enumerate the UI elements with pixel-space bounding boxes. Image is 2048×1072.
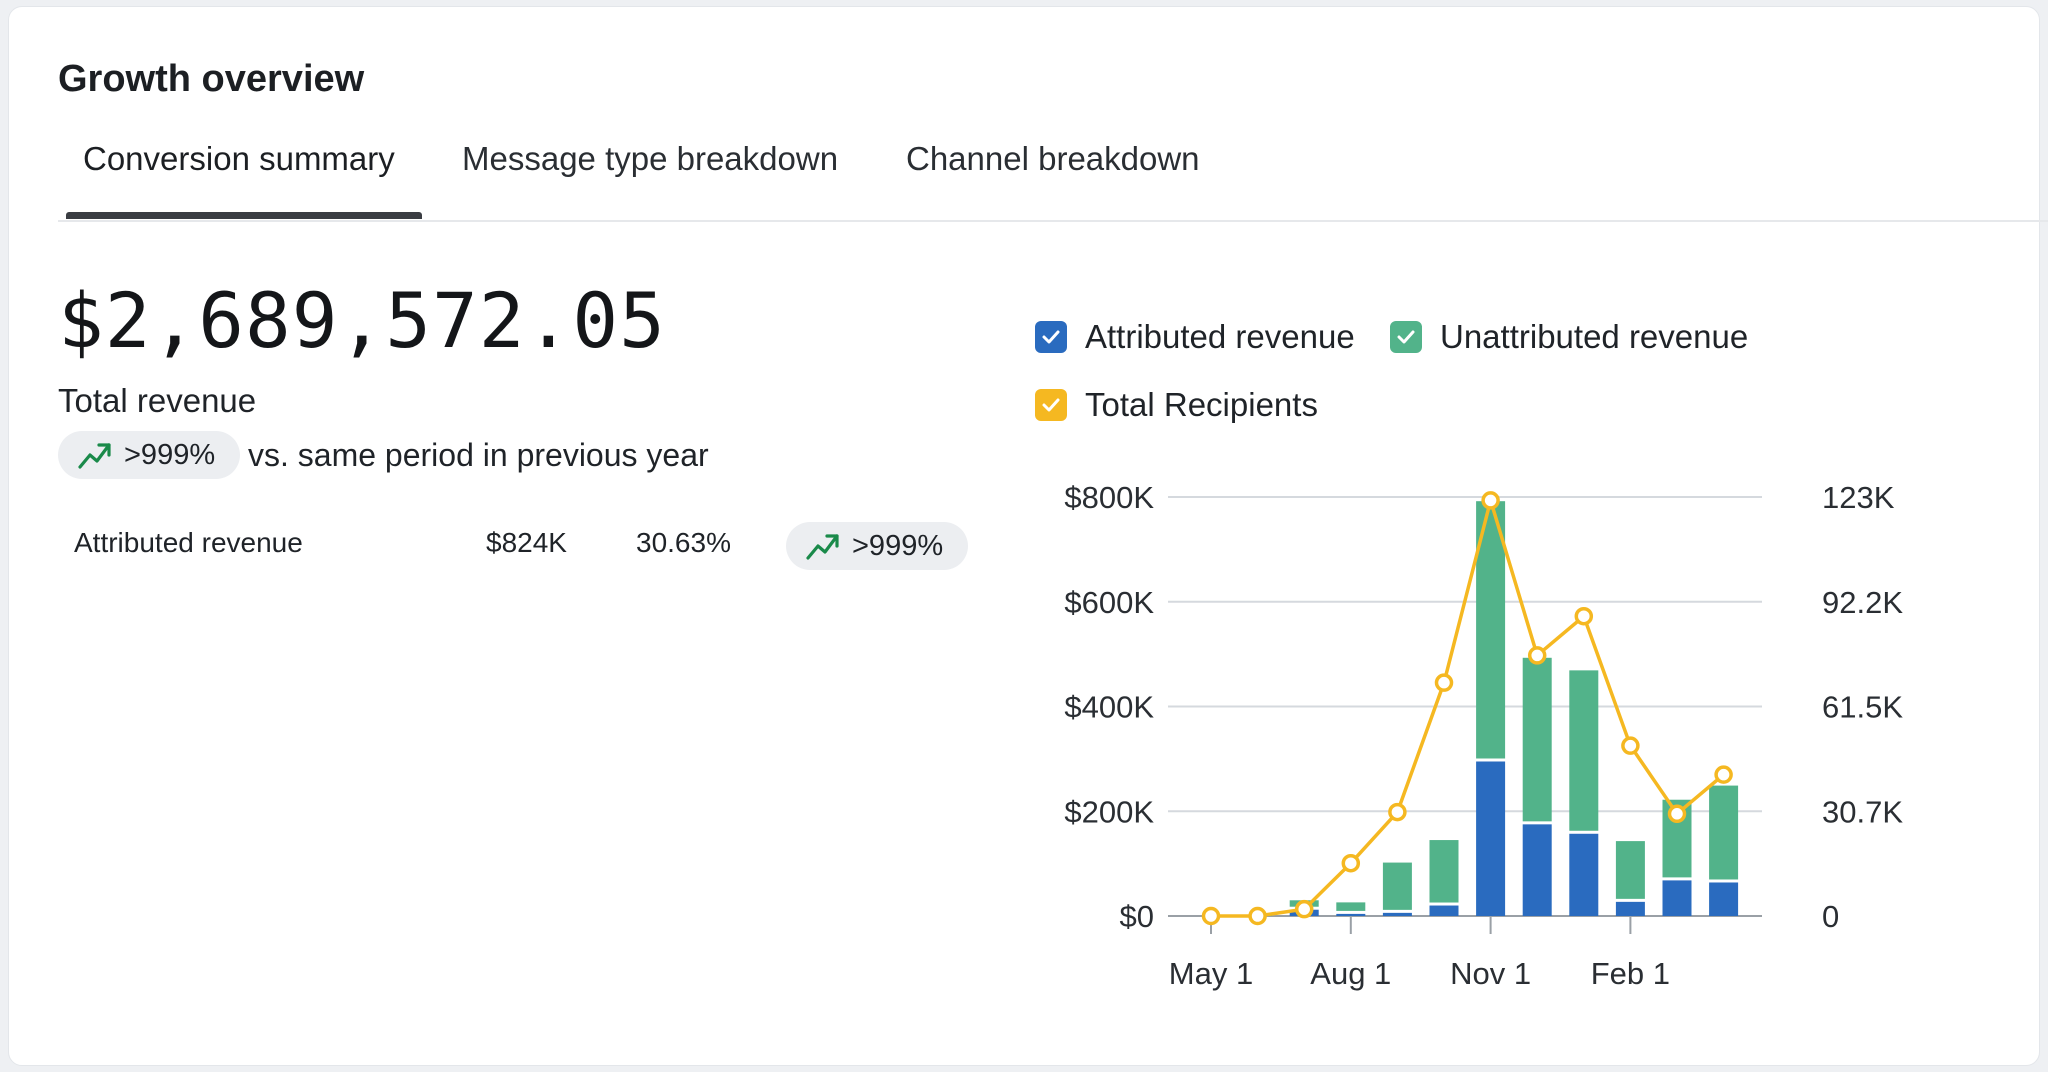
bar-attributed-revenue — [1569, 833, 1599, 916]
point-total-recipients — [1527, 646, 1547, 665]
bar-unattributed-revenue — [1569, 670, 1599, 831]
x-tick-label: May 1 — [1169, 956, 1253, 991]
bar-attributed-revenue — [1476, 761, 1506, 916]
point-total-recipients — [1294, 899, 1314, 919]
bar-unattributed-revenue — [1336, 902, 1366, 911]
total-revenue-value: $2,689,572.05 — [58, 276, 666, 365]
y-left-tick-label: $0 — [1120, 899, 1154, 934]
bar-attributed-revenue — [1382, 912, 1412, 916]
checkbox-checked-icon[interactable] — [1035, 321, 1067, 353]
y-left-tick-label: $600K — [1064, 585, 1154, 620]
bar-unattributed-revenue — [1709, 785, 1739, 880]
y-right-tick-label: 92.2K — [1822, 585, 1903, 620]
trend-up-icon — [806, 534, 839, 560]
legend-unattributed-revenue[interactable]: Unattributed revenue — [1390, 318, 1748, 356]
tab-conversion-summary[interactable]: Conversion summary — [83, 140, 395, 177]
bar-attributed-revenue — [1336, 913, 1366, 916]
page-title: Growth overview — [58, 58, 365, 100]
attributed-revenue-value: $824K — [486, 527, 567, 558]
bar-unattributed-revenue — [1615, 841, 1645, 899]
point-total-recipients — [1667, 804, 1687, 824]
point-total-recipients — [1574, 606, 1594, 626]
tab-channel-breakdown[interactable]: Channel breakdown — [906, 140, 1200, 177]
legend-label: Attributed revenue — [1085, 318, 1355, 355]
bar-attributed-revenue — [1429, 905, 1459, 916]
legend-label: Unattributed revenue — [1440, 318, 1749, 355]
bar-unattributed-revenue — [1429, 840, 1459, 903]
attributed-change-value: >999% — [852, 529, 944, 562]
tab-message-type-breakdown[interactable]: Message type breakdown — [462, 140, 839, 177]
y-left-tick-label: $400K — [1064, 690, 1154, 725]
y-right-tick-label: 61.5K — [1822, 690, 1903, 725]
legend-total-recipients[interactable]: Total Recipients — [1035, 386, 1318, 424]
bar-attributed-revenue — [1662, 880, 1692, 916]
bar-unattributed-revenue — [1522, 657, 1552, 822]
attributed-revenue-percent: 30.63% — [636, 527, 731, 558]
growth-overview-card — [8, 6, 2040, 1066]
yoy-comparison-text: vs. same period in previous year — [248, 437, 709, 473]
x-tick-label: Aug 1 — [1310, 956, 1391, 991]
y-right-tick-label: 0 — [1822, 899, 1839, 934]
bar-attributed-revenue — [1615, 901, 1645, 916]
point-total-recipients — [1714, 765, 1733, 784]
point-total-recipients — [1388, 802, 1407, 822]
attributed-change-badge: >999% — [786, 522, 968, 570]
bar-attributed-revenue — [1709, 882, 1739, 916]
yoy-change-value: >999% — [124, 438, 216, 471]
y-left-tick-label: $800K — [1064, 480, 1154, 515]
point-total-recipients — [1201, 906, 1221, 926]
legend-attributed-revenue[interactable]: Attributed revenue — [1035, 318, 1355, 356]
y-left-tick-label: $200K — [1064, 794, 1154, 829]
total-revenue-label: Total revenue — [58, 382, 257, 419]
x-tick-label: Feb 1 — [1591, 956, 1670, 991]
y-right-tick-label: 30.7K — [1822, 794, 1903, 829]
yoy-change-badge: >999% — [58, 431, 240, 479]
tab-bar: Conversion summary Message type breakdow… — [58, 128, 2048, 222]
checkbox-checked-icon[interactable] — [1035, 389, 1067, 421]
point-total-recipients — [1434, 673, 1454, 692]
point-total-recipients — [1621, 736, 1640, 755]
legend-label: Total Recipients — [1085, 386, 1318, 423]
active-tab-indicator — [66, 212, 422, 219]
trend-up-icon — [78, 443, 111, 469]
point-total-recipients — [1341, 853, 1361, 873]
y-right-tick-label: 123K — [1822, 480, 1895, 515]
point-total-recipients — [1481, 491, 1500, 510]
bar-attributed-revenue — [1522, 824, 1552, 916]
x-tick-label: Nov 1 — [1450, 956, 1531, 991]
point-total-recipients — [1248, 906, 1267, 926]
checkbox-checked-icon[interactable] — [1390, 321, 1422, 353]
bar-unattributed-revenue — [1382, 862, 1412, 910]
attributed-revenue-label: Attributed revenue — [74, 527, 303, 558]
line-total-recipients — [1211, 498, 1725, 918]
